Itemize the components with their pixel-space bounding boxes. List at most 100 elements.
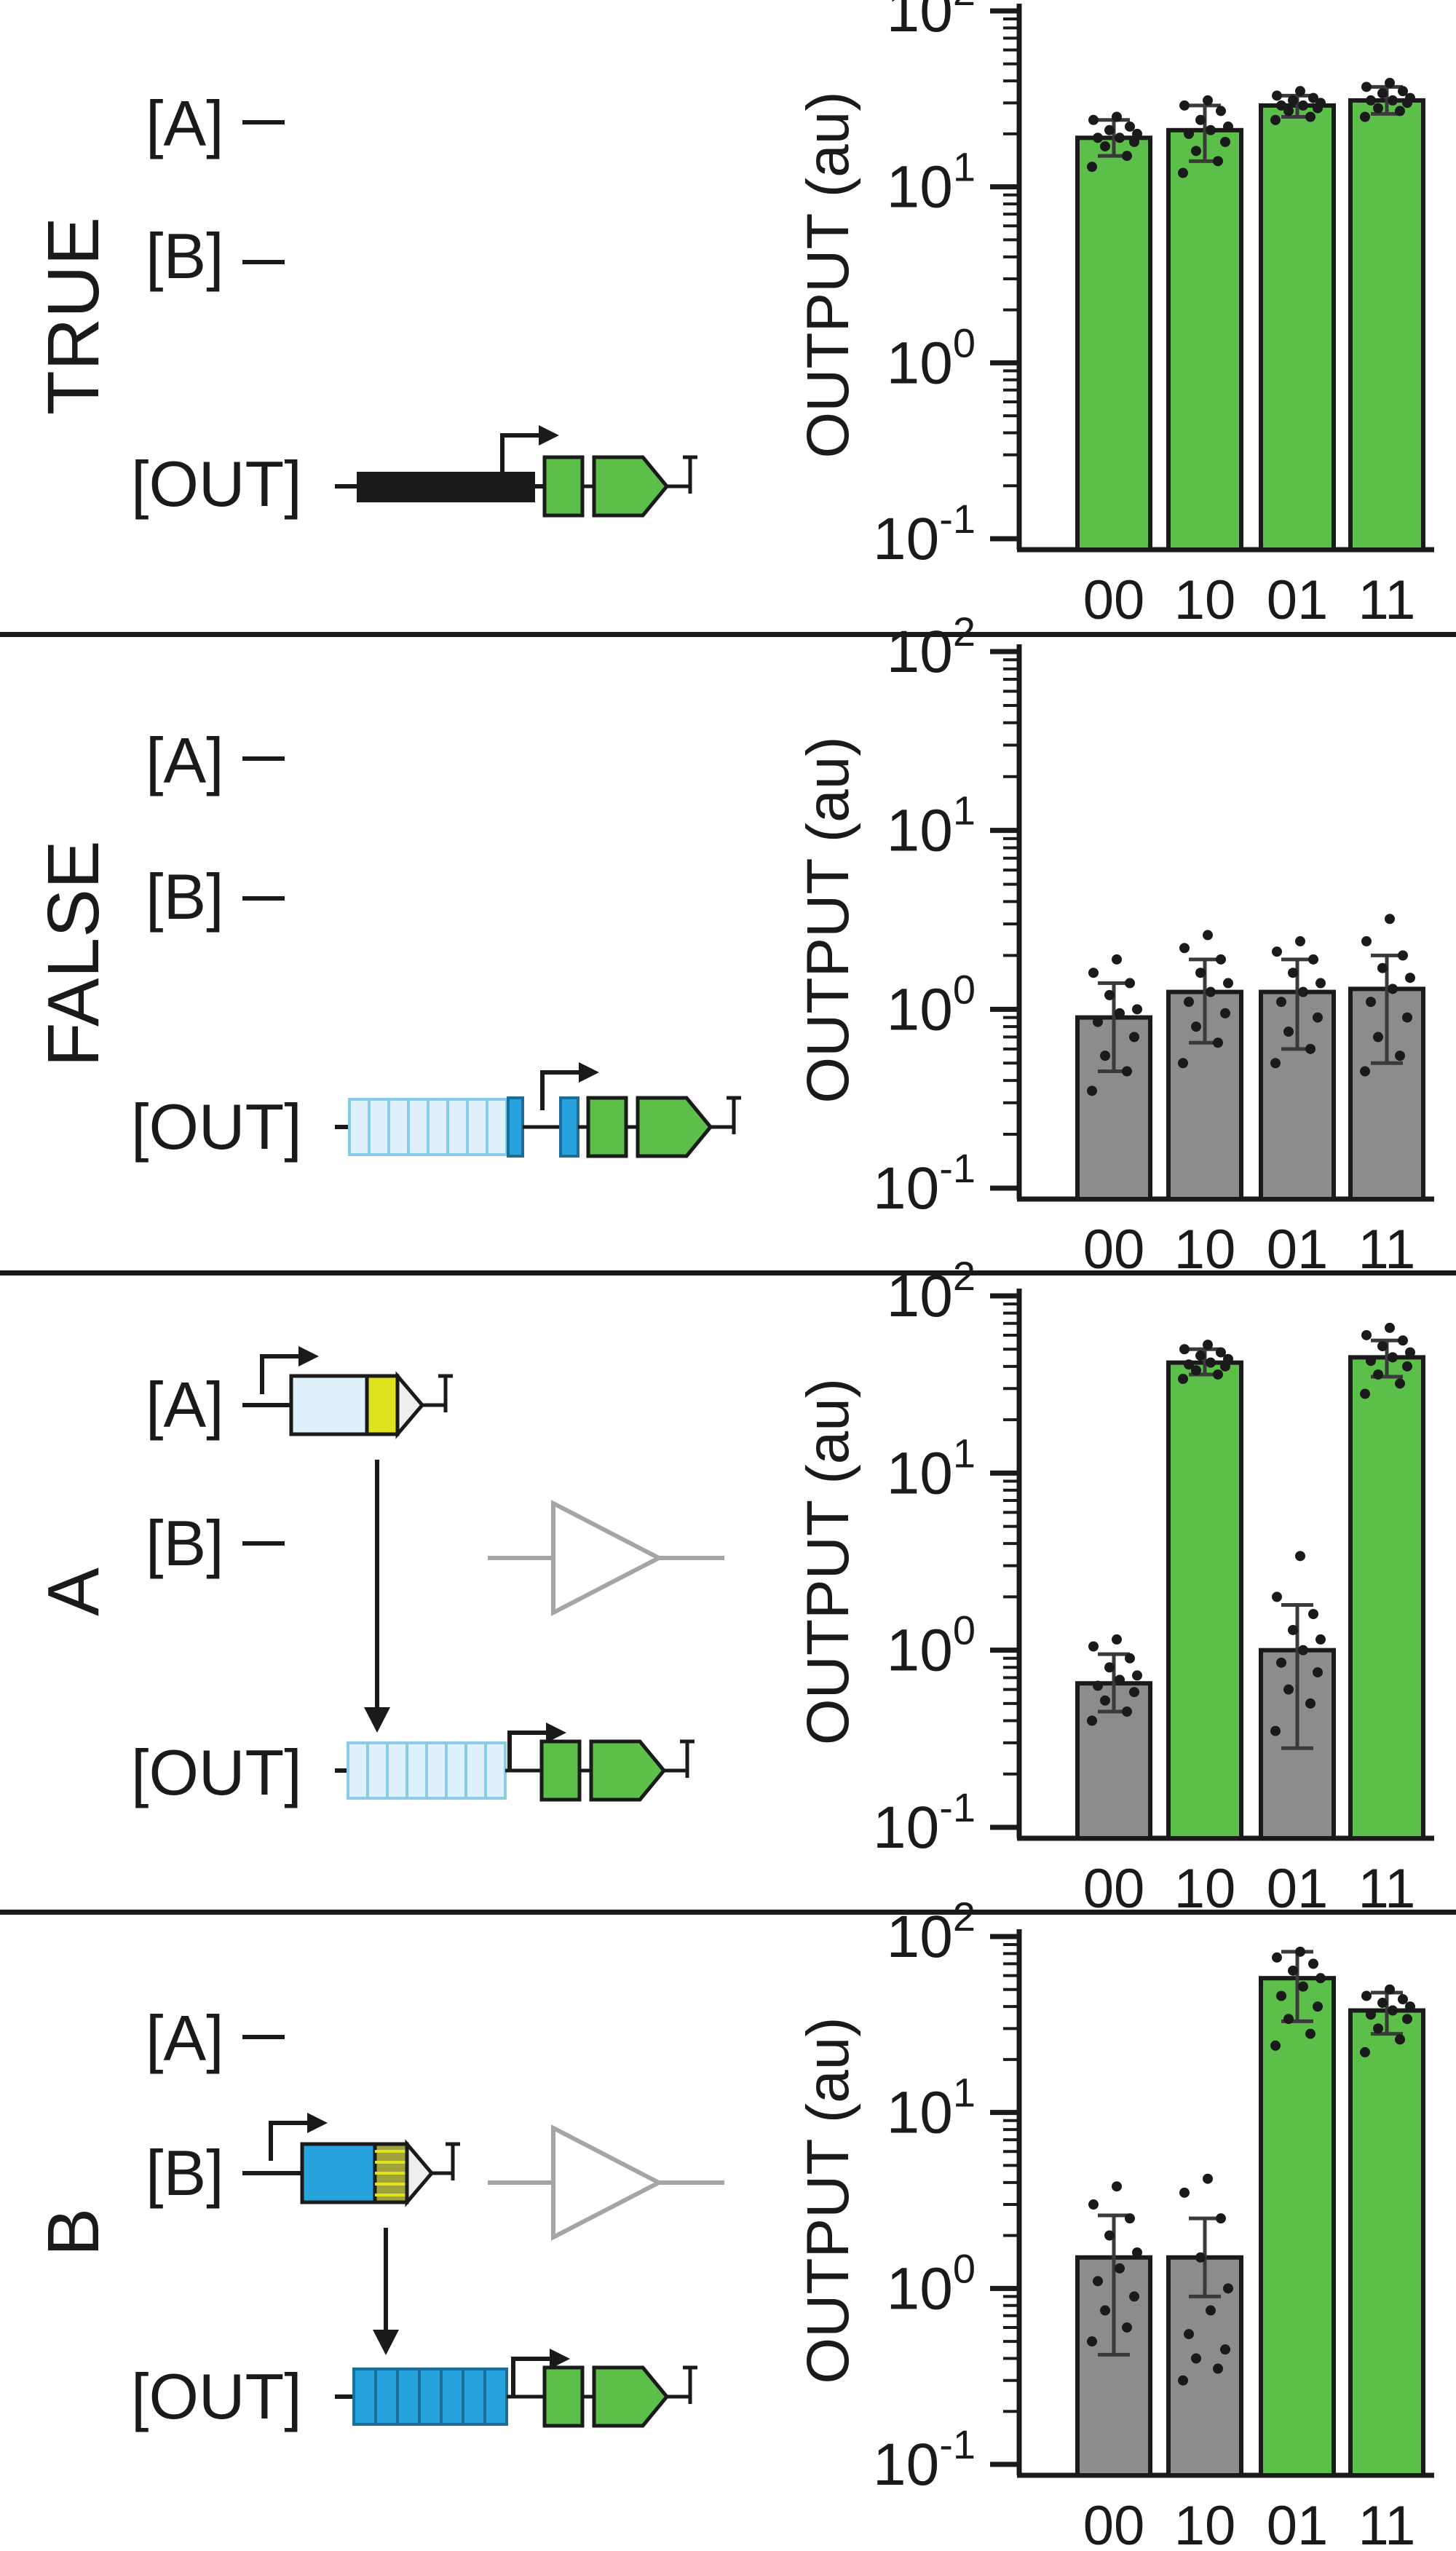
data-point bbox=[1405, 92, 1415, 103]
y-tick-base: 10 bbox=[887, 330, 953, 396]
x-tick-label: 00 bbox=[1083, 1858, 1145, 1920]
gfp-gene-icon bbox=[592, 455, 670, 518]
data-point bbox=[1184, 128, 1194, 139]
operator-site bbox=[464, 1741, 487, 1800]
data-point bbox=[1361, 1990, 1372, 2001]
data-point bbox=[1270, 2040, 1281, 2051]
data-point bbox=[1088, 114, 1099, 125]
data-point bbox=[1115, 133, 1125, 143]
data-point bbox=[1206, 2305, 1216, 2316]
data-point bbox=[1191, 1021, 1201, 1032]
data-point bbox=[1388, 1352, 1398, 1363]
y-axis-label: OUTPUT (au) bbox=[795, 1378, 861, 1745]
data-point bbox=[1206, 986, 1216, 997]
data-point bbox=[1184, 1359, 1194, 1370]
promoter-arrow-icon bbox=[500, 433, 542, 473]
panel-divider bbox=[0, 1270, 1456, 1276]
data-point bbox=[1112, 2181, 1122, 2192]
terminator-icon bbox=[683, 455, 697, 494]
data-point bbox=[1361, 936, 1372, 946]
data-point bbox=[1088, 968, 1099, 978]
data-point bbox=[1305, 1698, 1315, 1709]
operator-site bbox=[352, 2368, 377, 2426]
x-tick-label: 10 bbox=[1174, 2495, 1236, 2551]
y-tick-exponent: 1 bbox=[953, 1430, 976, 1476]
promoter-arrow-icon bbox=[260, 1354, 302, 1394]
data-point bbox=[1272, 946, 1282, 957]
data-point bbox=[1270, 1725, 1281, 1736]
data-point bbox=[1272, 90, 1282, 101]
bar-11 bbox=[1348, 1355, 1425, 1841]
data-point bbox=[1220, 136, 1230, 147]
operator-site bbox=[445, 1741, 467, 1800]
data-point bbox=[1129, 136, 1139, 147]
repressor-gene-icon bbox=[289, 1374, 369, 1436]
data-point bbox=[1366, 997, 1376, 1008]
label-out: [OUT] bbox=[131, 1736, 302, 1808]
data-point bbox=[1223, 2283, 1233, 2294]
arrowhead-icon bbox=[539, 425, 559, 446]
data-point bbox=[1125, 2213, 1135, 2224]
data-point bbox=[1385, 77, 1395, 88]
rbs-block bbox=[542, 455, 585, 518]
data-point bbox=[1385, 914, 1395, 925]
data-point bbox=[1283, 1027, 1294, 1037]
panel-title: TRUE bbox=[33, 217, 114, 415]
data-point bbox=[1216, 2213, 1226, 2224]
data-point bbox=[1377, 1341, 1388, 1352]
y-tick-label: 101 bbox=[887, 1430, 976, 1506]
data-point bbox=[1373, 2023, 1383, 2034]
data-point bbox=[1216, 1347, 1226, 1358]
y-tick-exponent: -1 bbox=[939, 2421, 976, 2467]
rbs-block bbox=[539, 1739, 582, 1802]
y-tick-exponent: -1 bbox=[939, 1784, 976, 1830]
promoter-arrow-icon bbox=[269, 2121, 311, 2161]
data-point bbox=[1395, 106, 1405, 116]
data-point bbox=[1283, 1684, 1294, 1695]
data-point bbox=[1288, 1624, 1298, 1635]
bar-11 bbox=[1348, 2008, 1425, 2477]
y-tick-exponent: 2 bbox=[953, 1253, 976, 1299]
data-point bbox=[1315, 1634, 1326, 1645]
x-tick-label: 00 bbox=[1083, 1219, 1145, 1281]
data-point bbox=[1398, 1335, 1408, 1346]
y-axis-label: OUTPUT (au) bbox=[795, 736, 861, 1103]
label-b: [B] bbox=[146, 220, 224, 292]
promoter-arrow-icon bbox=[511, 2357, 553, 2397]
data-point bbox=[1308, 1608, 1318, 1619]
data-point bbox=[1405, 2001, 1415, 2012]
data-point bbox=[1276, 100, 1286, 111]
operator-site bbox=[366, 1741, 389, 1800]
label-out: [OUT] bbox=[131, 2360, 302, 2432]
data-point bbox=[1213, 156, 1223, 167]
y-tick-exponent: 0 bbox=[953, 966, 976, 1012]
data-point bbox=[1272, 1591, 1282, 1602]
data-point bbox=[1104, 989, 1115, 1000]
data-point bbox=[1115, 1674, 1125, 1685]
y-tick-base: 10 bbox=[887, 2080, 953, 2146]
y-tick-label: 100 bbox=[887, 1607, 976, 1684]
data-point bbox=[1191, 2353, 1201, 2364]
data-point bbox=[1385, 1984, 1395, 1995]
data-point bbox=[1129, 1687, 1139, 1698]
data-point bbox=[1122, 1066, 1132, 1077]
data-point bbox=[1288, 95, 1298, 106]
data-point bbox=[1315, 1973, 1326, 1984]
terminator-icon bbox=[727, 1096, 741, 1134]
data-point bbox=[1298, 1645, 1308, 1656]
data-point bbox=[1087, 2336, 1097, 2347]
data-point bbox=[1104, 124, 1115, 135]
y-axis-label: OUTPUT (au) bbox=[795, 2017, 861, 2384]
data-point bbox=[1129, 2291, 1139, 2302]
data-point bbox=[1360, 1388, 1370, 1399]
data-point bbox=[1361, 82, 1372, 92]
data-point bbox=[1377, 88, 1388, 99]
data-point bbox=[1122, 1706, 1132, 1717]
data-point bbox=[1360, 2046, 1370, 2057]
gfp-gene-icon bbox=[592, 2365, 670, 2428]
y-tick-exponent: 1 bbox=[953, 788, 976, 834]
data-point bbox=[1203, 930, 1213, 941]
